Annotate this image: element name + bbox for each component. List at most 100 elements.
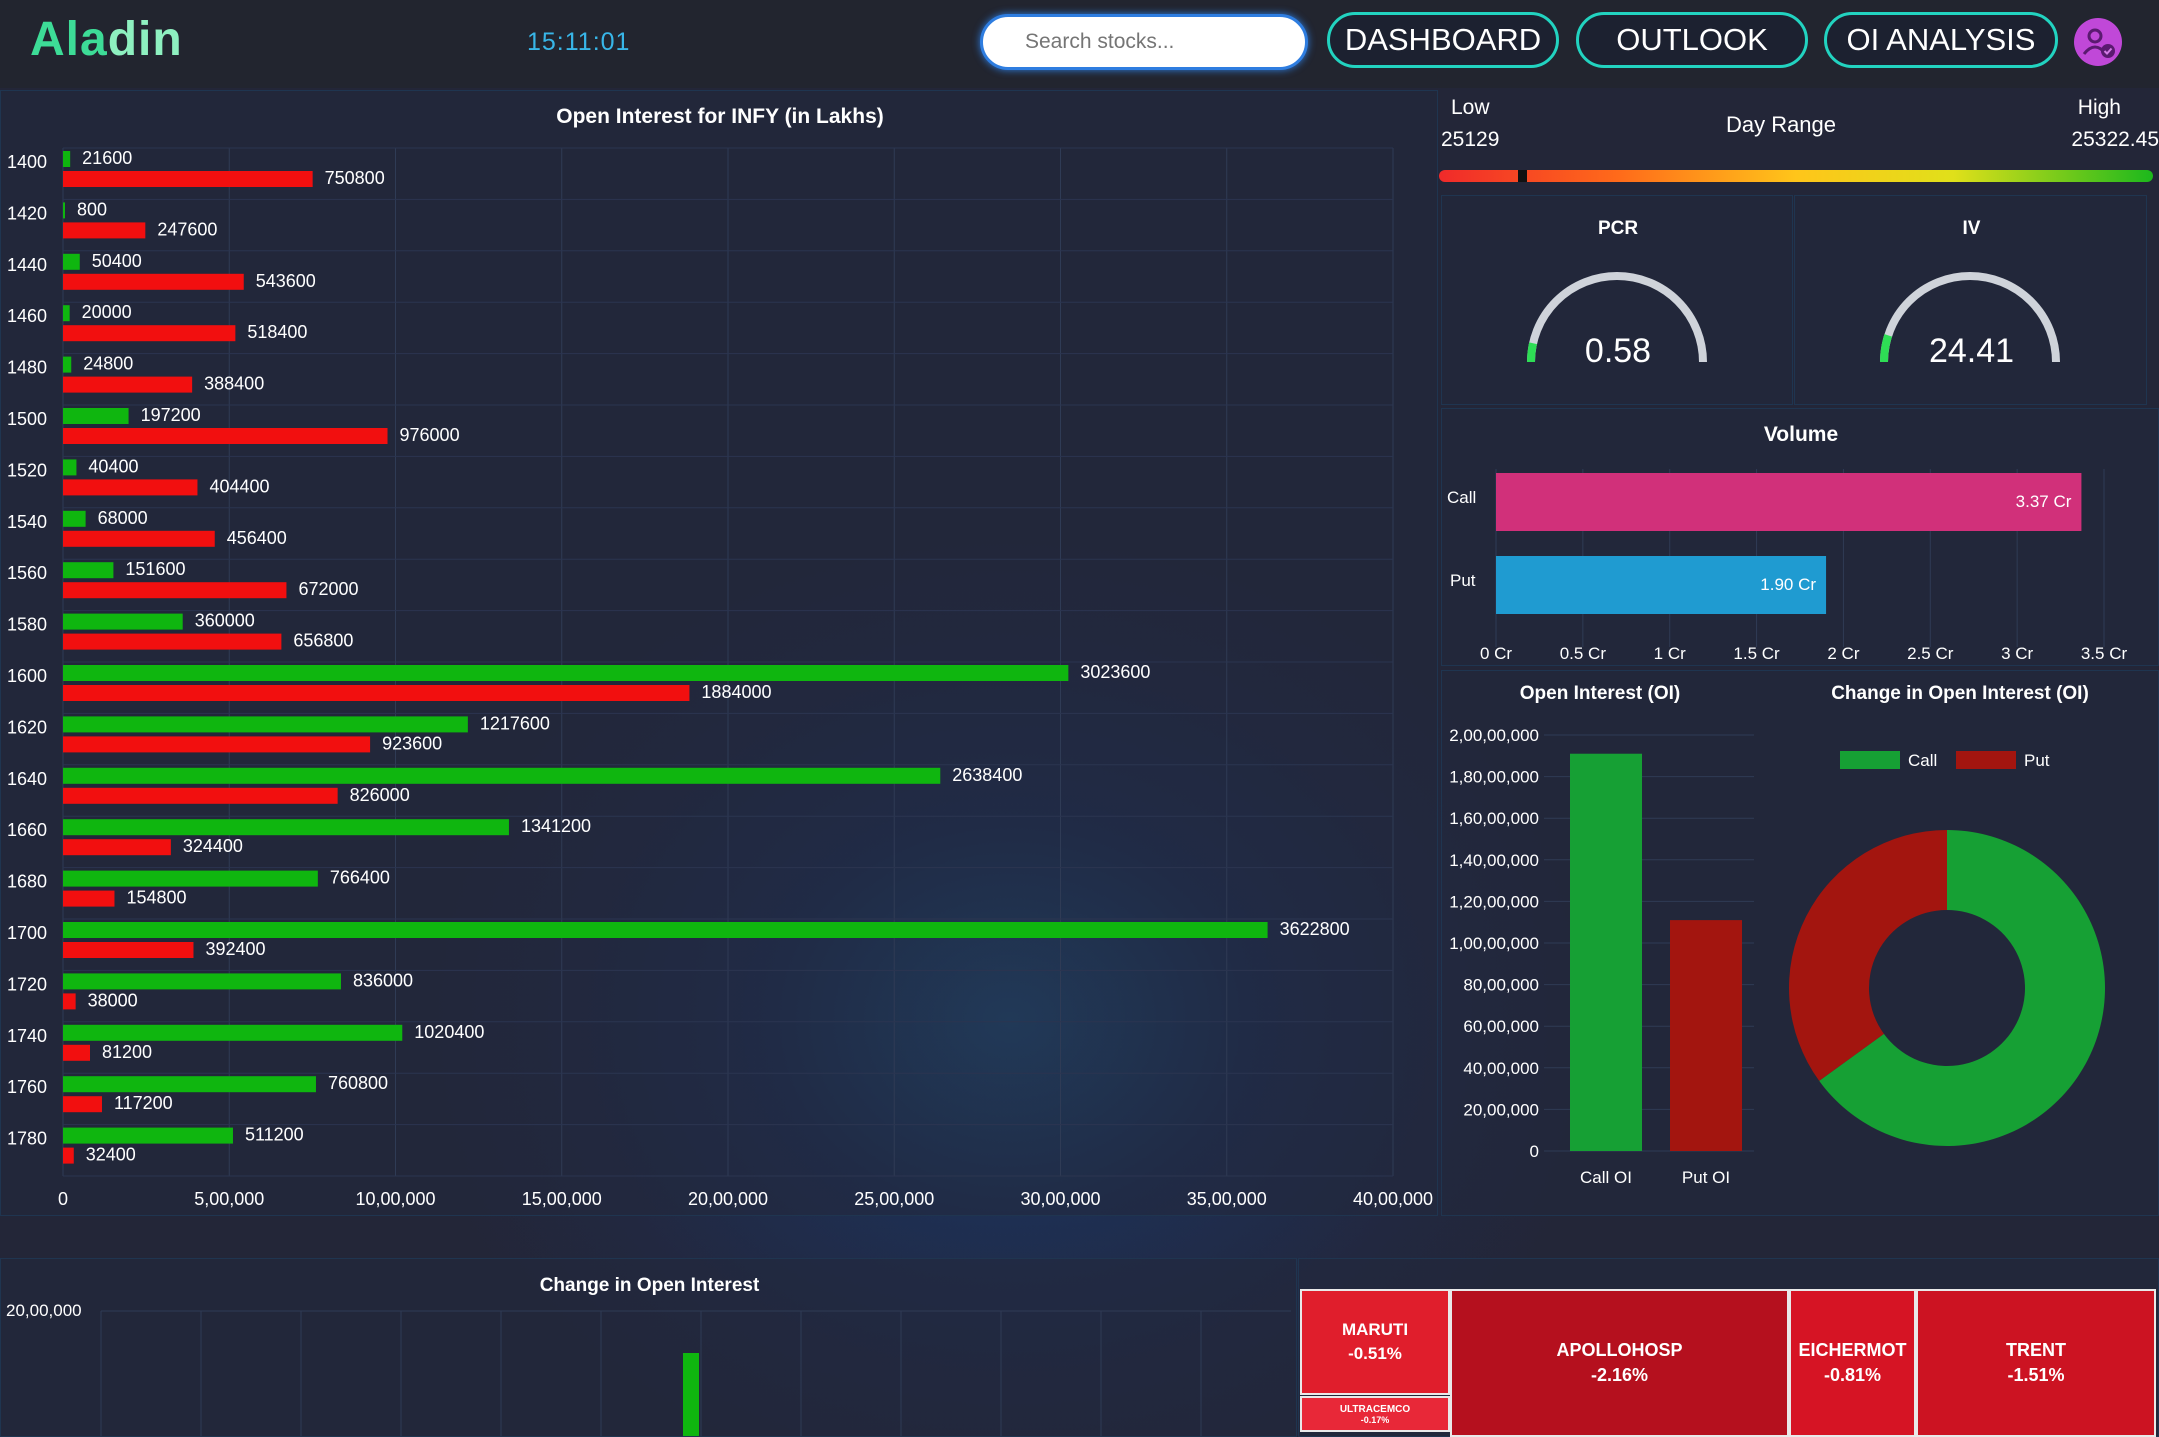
pcr-gauge-fill (1527, 342, 1537, 363)
oi-call-value: 197200 (141, 405, 201, 425)
oi-put-value: 404400 (209, 476, 269, 496)
day-range-low-value: 25129 (1441, 128, 1500, 151)
iv-gauge-track (1880, 272, 2060, 363)
volume-value-label: 1.90 Cr (1760, 575, 1816, 594)
oi-call-value: 151600 (125, 559, 185, 579)
oi-put-value: 392400 (205, 939, 265, 959)
oi-totals-ytick: 40,00,000 (1463, 1059, 1539, 1078)
oi-totals-ytick: 1,60,00,000 (1449, 809, 1539, 828)
oi-strike-label: 1620 (7, 717, 47, 737)
oi-chart-title: Open Interest for INFY (in Lakhs) (556, 105, 884, 128)
oi-call-value: 24800 (83, 354, 133, 374)
nav-oi-analysis-button[interactable]: OI ANALYSIS (1824, 12, 2058, 68)
oi-call-value: 1217600 (480, 713, 550, 733)
volume-chart: 0 Cr 0.5 Cr 1 Cr 1.5 Cr 2 Cr 2.5 Cr 3 Cr 3.5 Cr… (1447, 469, 2128, 663)
oi-strike-label: 1660 (7, 820, 47, 840)
pcr-gauge-track (1527, 272, 1707, 363)
heatmap-tile-eichermot[interactable]: EICHERMOT -0.81% (1789, 1289, 1916, 1437)
oi-call-value: 2638400 (952, 765, 1022, 785)
tile-name: MARUTI (1341, 1320, 1409, 1339)
oi-totals-ytick: 1,00,00,000 (1449, 934, 1539, 953)
volume-panel: Volume 0 Cr 0.5 Cr 1 Cr 1.5 Cr 2 Cr 2.5 Cr 3 C… (1441, 408, 2159, 666)
oi-put-value: 750800 (325, 168, 385, 188)
iv-value: 24.41 (1928, 332, 2015, 370)
change-oi-bar (683, 1353, 699, 1436)
oi-put-bar (63, 839, 171, 856)
pcr-title: PCR (1597, 218, 1639, 239)
pcr-value: 0.58 (1584, 332, 1652, 370)
change-oi-chart (100, 1310, 1291, 1436)
day-range-title: Day Range (1725, 112, 1837, 137)
nav-dashboard-button[interactable]: DASHBOARD (1327, 12, 1559, 68)
oi-put-value: 976000 (400, 425, 460, 445)
oi-call-bar (63, 870, 318, 887)
oi-put-bar (63, 633, 282, 650)
pie-legend-swatch-put[interactable] (1956, 751, 2016, 769)
oi-put-value: 456400 (227, 528, 287, 548)
pie-legend-label[interactable]: Call (1908, 751, 1937, 770)
app-logo[interactable]: Aladin (30, 12, 183, 67)
pie-legend-label[interactable]: Put (2024, 751, 2050, 770)
clock: 15:11:01 (527, 28, 631, 56)
oi-call-bar (63, 151, 71, 167)
day-range-panel: Low 25129 Day Range High 25322.45 (1439, 90, 2159, 190)
oi-put-value: 923600 (382, 733, 442, 753)
oi-put-value: 543600 (256, 271, 316, 291)
oi-call-bar (63, 408, 129, 424)
oi-totals-ytick: 1,80,00,000 (1449, 768, 1539, 787)
oi-strike-label: 1420 (7, 203, 47, 223)
oi-call-bar (63, 202, 65, 219)
oi-call-value: 40400 (88, 456, 138, 476)
user-check-icon[interactable] (2074, 18, 2122, 66)
oi-call-value: 1020400 (414, 1022, 484, 1042)
oi-summary-charts: 0 20,00,000 40,00,000 60,00,000 80,00,000 1,0… (1449, 726, 2105, 1187)
oi-strike-label: 1520 (7, 460, 47, 480)
day-range-low-label: Low (1451, 96, 1490, 119)
oi-xtick: 30,00,000 (1020, 1189, 1100, 1209)
volume-xtick: 2.5 Cr (1907, 644, 1954, 663)
heatmap-tile-trent[interactable]: TRENT -1.51% (1916, 1289, 2156, 1437)
oi-totals-xtick: Call OI (1580, 1168, 1632, 1187)
logo-text-1: Ala (30, 13, 108, 66)
volume-xtick: 1 Cr (1654, 644, 1686, 663)
oi-strike-label: 1600 (7, 666, 47, 686)
oi-change-pie-title: Change in Open Interest (OI) (1831, 683, 2089, 704)
oi-call-bar (63, 562, 114, 579)
oi-put-value: 32400 (86, 1145, 136, 1165)
oi-xtick: 20,00,000 (688, 1189, 768, 1209)
oi-totals-ytick: 80,00,000 (1463, 976, 1539, 995)
oi-strike-label: 1700 (7, 923, 47, 943)
volume-title: Volume (1763, 423, 1839, 446)
oi-xtick: 40,00,000 (1353, 1189, 1433, 1209)
oi-put-value: 247600 (157, 219, 217, 239)
heatmap-tile-apollohosp[interactable]: APOLLOHOSP -2.16% (1450, 1289, 1789, 1437)
oi-strike-label: 1640 (7, 769, 47, 789)
oi-put-bar (63, 273, 244, 290)
pcr-panel: PCR 0.58 (1441, 195, 1793, 405)
oi-put-bar (63, 736, 371, 753)
heatmap-panel: MARUTI -0.51% ULTRACEMCO -0.17% APOLLOHO… (1298, 1258, 2159, 1437)
oi-strike-label: 1740 (7, 1026, 47, 1046)
iv-title: IV (1962, 218, 1981, 239)
heatmap-tile-ultracemco[interactable]: ULTRACEMCO -0.17% (1300, 1396, 1450, 1432)
oi-call-value: 20000 (82, 302, 132, 322)
volume-xtick: 1.5 Cr (1733, 644, 1780, 663)
search-input[interactable] (1023, 29, 1277, 55)
pie-legend-swatch-call[interactable] (1840, 751, 1900, 769)
oi-call-value: 3023600 (1080, 662, 1150, 682)
tile-change: -1.51% (2007, 1365, 2065, 1385)
heatmap-tile-maruti[interactable]: MARUTI -0.51% (1300, 1289, 1450, 1395)
oi-call-bar (63, 510, 86, 527)
day-range-marker (1517, 170, 1527, 182)
nav-outlook-button[interactable]: OUTLOOK (1576, 12, 1808, 68)
oi-call-value: 21600 (82, 148, 132, 168)
tile-name: EICHERMOT (1798, 1340, 1907, 1360)
change-oi-title: Change in Open Interest (539, 1275, 760, 1296)
oi-call-value: 511200 (245, 1125, 304, 1145)
search-box[interactable] (980, 14, 1308, 70)
oi-call-bar (63, 1127, 233, 1144)
pie-slice-call (1819, 830, 2105, 1146)
logo-text-2: din (107, 13, 183, 66)
volume-xtick: 3.5 Cr (2081, 644, 2128, 663)
oi-call-value: 836000 (353, 970, 413, 990)
